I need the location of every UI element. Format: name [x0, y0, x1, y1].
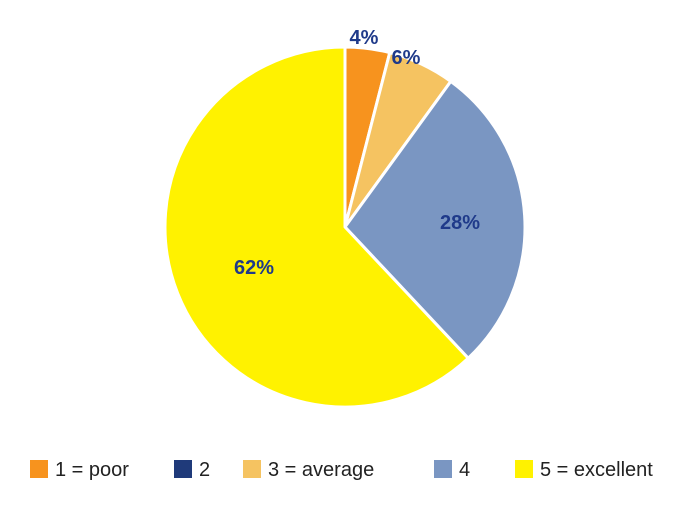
legend-swatch-4 [434, 460, 452, 478]
slice-label-5-excellent: 62% [234, 257, 274, 279]
pie-slices [163, 45, 527, 409]
legend-label-2: 2 [199, 459, 210, 481]
legend-item-4: 4 [434, 459, 470, 481]
legend-swatch-5-excellent [515, 460, 533, 478]
legend-item-3-average: 3 = average [243, 459, 374, 481]
legend: 1 = poor 2 3 = average 4 5 = excellent [30, 459, 653, 481]
legend-label-3-average: 3 = average [268, 459, 374, 481]
pie-slice-labels: 4% 6% 28% 62% [234, 27, 480, 279]
pie-slice-5-excellent [163, 45, 470, 409]
legend-swatch-2 [174, 460, 192, 478]
legend-swatch-1-poor [30, 460, 48, 478]
legend-label-5-excellent: 5 = excellent [540, 459, 653, 481]
legend-label-1-poor: 1 = poor [55, 459, 129, 481]
slice-label-4: 28% [440, 212, 480, 234]
legend-item-1-poor: 1 = poor [30, 459, 129, 481]
legend-item-5-excellent: 5 = excellent [515, 459, 653, 481]
slice-label-3-average: 6% [392, 47, 421, 69]
legend-swatch-3-average [243, 460, 261, 478]
legend-item-2: 2 [174, 459, 210, 481]
legend-label-4: 4 [459, 459, 470, 481]
pie-slice-4 [343, 79, 527, 360]
slice-label-1-poor: 4% [350, 27, 379, 49]
